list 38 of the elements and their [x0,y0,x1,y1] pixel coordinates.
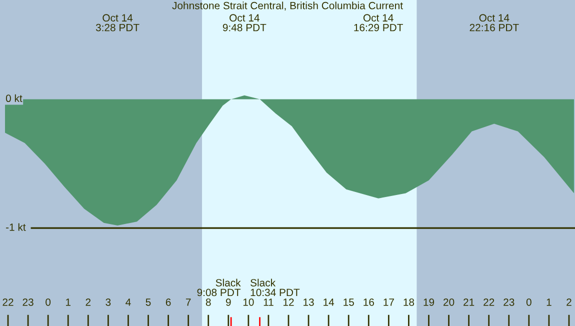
x-tick-label: 2 [86,298,91,306]
x-tick-label: 1 [66,298,71,306]
x-tick-label: 3 [106,298,111,306]
annotation: Oct 14 9:48 PDT [222,14,266,32]
y-tick-label: -1 kt [6,223,26,231]
x-tick-label: 22 [484,298,494,306]
x-tick-label: 8 [206,298,211,306]
x-tick-label: 17 [384,298,394,306]
x-tick-label: 1 [546,298,552,306]
annotation: Oct 14 3:28 PDT [96,14,140,32]
x-tick-label: 0 [46,298,51,306]
x-tick-label: 19 [424,298,434,306]
chart-title: Johnstone Strait Central, British Columbia Current [172,2,403,11]
x-tick-label: 20 [444,298,454,306]
x-tick-label: 7 [186,298,191,306]
annotation: Slack 9:08 PDT [197,278,241,296]
annotation: Slack 10:34 PDT [250,278,300,296]
x-tick-label: 6 [166,298,171,306]
y-tick-label: 0 kt [6,94,22,102]
x-tick-label: 10 [243,298,254,306]
x-tick-label: 23 [22,298,34,306]
x-tick-label: 0 [526,298,532,306]
x-tick-label: 14 [324,298,334,306]
annotation: Oct 14 16:29 PDT [354,14,403,32]
x-tick-label: 5 [146,298,151,306]
x-tick-label: 13 [304,298,314,306]
x-tick-label: 15 [344,298,354,306]
x-tick-label: 23 [504,298,514,306]
x-tick-label: 9 [226,298,231,306]
x-tick-label: 2 [566,298,572,306]
x-tick-label: 16 [364,298,374,306]
annotation: Oct 14 22:16 PDT [470,14,519,32]
x-tick-label: 22 [2,298,14,306]
x-tick-label: 4 [126,298,131,306]
x-tick-label: 12 [284,298,294,306]
x-tick-label: 21 [464,298,474,306]
x-tick-label: 18 [404,298,414,306]
x-tick-label: 11 [264,298,274,306]
